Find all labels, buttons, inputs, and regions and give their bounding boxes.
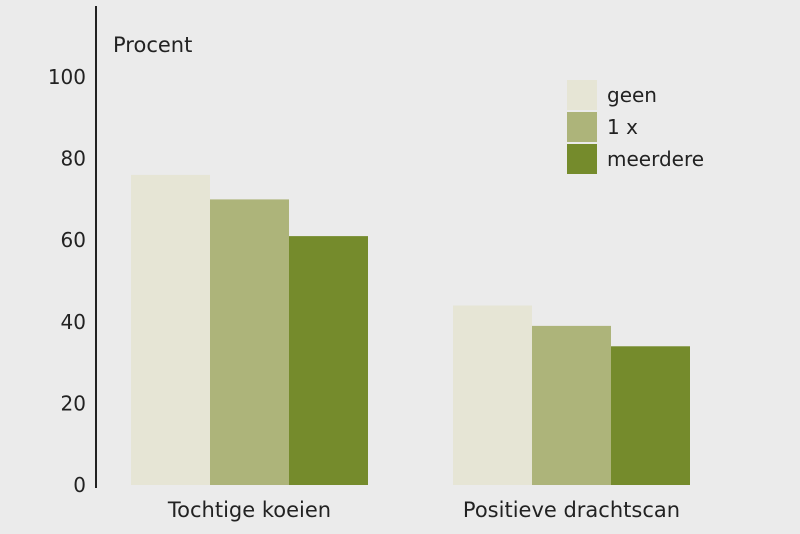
- y-axis-ticks: 0 20 40 60 80 100: [48, 65, 86, 497]
- y-tick-label: 20: [61, 391, 86, 415]
- x-category-label: Tochtige koeien: [167, 498, 331, 522]
- y-tick-label: 0: [73, 473, 86, 497]
- bars-group: [131, 174, 690, 486]
- legend-label: meerdere: [607, 147, 704, 171]
- legend-label: 1 x: [607, 115, 638, 139]
- x-category-label: Positieve drachtscan: [463, 498, 680, 522]
- bar-2-2: [532, 325, 611, 485]
- y-tick-label: 80: [61, 147, 86, 171]
- legend-swatch: [567, 112, 597, 142]
- legend: geen 1 x meerdere: [567, 80, 704, 174]
- legend-swatch: [567, 80, 597, 110]
- bar-2-3: [611, 346, 690, 485]
- x-axis-labels: Tochtige koeien Positieve drachtscan: [167, 498, 680, 522]
- y-tick-label: 100: [48, 65, 86, 89]
- bar-1-2: [210, 199, 289, 485]
- bar-1-1: [131, 174, 210, 486]
- bar-1-3: [289, 236, 368, 485]
- bar-2-1: [453, 305, 532, 485]
- y-tick-label: 60: [61, 228, 86, 252]
- legend-label: geen: [607, 83, 657, 107]
- y-axis-title: Procent: [113, 33, 192, 57]
- y-tick-label: 40: [61, 310, 86, 334]
- legend-swatch: [567, 144, 597, 174]
